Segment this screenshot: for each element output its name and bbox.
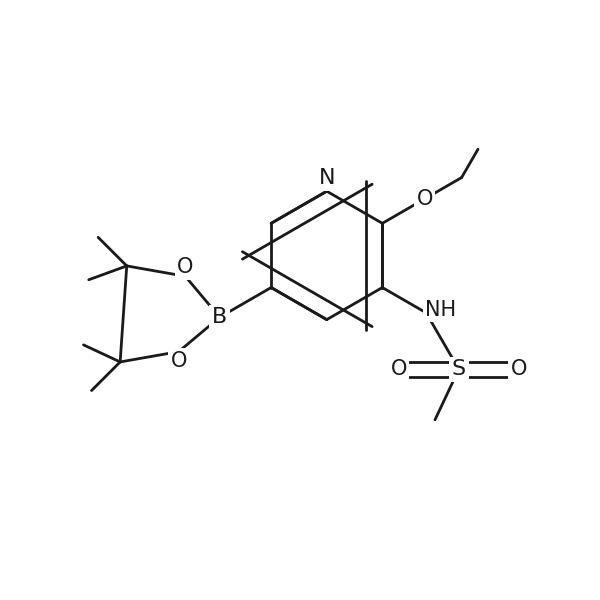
Text: NH: NH (425, 300, 457, 320)
Text: O: O (177, 257, 193, 277)
Text: O: O (416, 189, 433, 209)
Text: N: N (319, 168, 335, 188)
Text: O: O (391, 359, 407, 379)
Text: S: S (452, 359, 466, 379)
Text: O: O (511, 359, 527, 379)
Text: O: O (170, 350, 187, 371)
Text: B: B (212, 307, 227, 327)
